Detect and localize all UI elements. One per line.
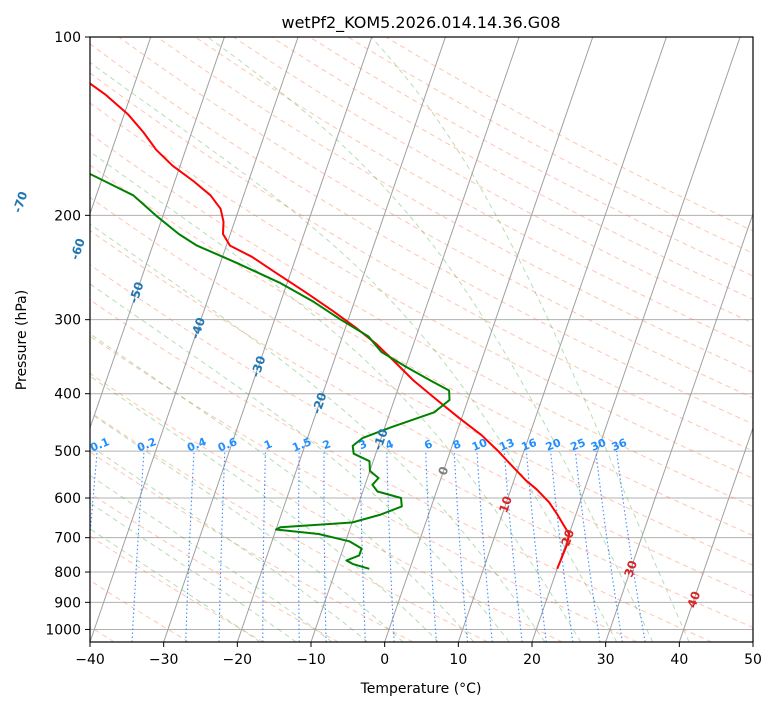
x-axis-label: Temperature (°C) <box>360 681 482 697</box>
y-tick-label: 100 <box>54 30 81 46</box>
isotherm-line <box>90 37 225 430</box>
dry-adiabat-line <box>90 299 712 642</box>
mixing-ratio-label: 1 <box>262 437 274 452</box>
y-tick-label: 600 <box>54 491 81 507</box>
mixing-ratio-label: 10 <box>470 436 489 454</box>
moist-adiabat-line <box>90 528 261 642</box>
mixing-ratio-line <box>90 451 98 542</box>
isotherm-label: 40 <box>685 589 704 609</box>
isotherm-label: -40 <box>188 316 208 341</box>
isotherm-line <box>678 426 753 642</box>
mixing-ratio-label: 36 <box>610 436 629 454</box>
isotherm-line <box>457 37 667 642</box>
isotherm-label: -50 <box>126 280 146 305</box>
x-tick-label: −40 <box>75 652 105 668</box>
isotherm-line <box>163 37 373 642</box>
moist-adiabat-line <box>90 283 510 642</box>
dry-adiabat-line <box>90 102 753 479</box>
isotherm-label: -60 <box>68 237 88 262</box>
dry-adiabat-line <box>90 43 753 425</box>
mixing-ratio-label: 13 <box>497 436 516 454</box>
line-labels: -100-90-80-70-60-50-40-30-20-10010203040… <box>10 190 704 610</box>
y-tick-label: 1000 <box>45 622 81 638</box>
isotherm-label: 20 <box>559 528 578 548</box>
dry-adiabat-line <box>90 229 753 597</box>
mixing-ratio-line <box>503 451 523 642</box>
mixing-ratio-label: 16 <box>520 436 539 454</box>
mixing-ratio-line <box>574 451 601 642</box>
mixing-ratio-line <box>453 451 469 642</box>
x-tick-label: 0 <box>380 652 389 668</box>
y-tick-label: 400 <box>54 387 81 403</box>
moist-adiabat-line <box>90 223 546 642</box>
isotherm-line <box>90 37 299 642</box>
isotherm-label: 30 <box>621 559 640 579</box>
moist-adiabat-line <box>90 375 439 642</box>
mixing-ratio-label: 20 <box>544 436 563 454</box>
dry-adiabat-line <box>156 37 753 373</box>
x-tick-label: −20 <box>223 652 253 668</box>
plot-area <box>90 37 753 642</box>
moist-adiabat-line <box>90 333 475 642</box>
x-tick-label: 30 <box>597 652 615 668</box>
y-tick-label: 500 <box>54 444 81 460</box>
isotherm-line <box>90 37 152 216</box>
y-axis-label: Pressure (hPa) <box>14 290 30 390</box>
dry-adiabat-line <box>90 264 753 629</box>
x-axis: −40 −30 −20 −10 0 10 20 30 40 50 <box>75 642 762 668</box>
y-tick-label: 800 <box>54 565 81 581</box>
x-tick-label: −30 <box>149 652 179 668</box>
y-axis: 1000 900 800 700 600 500 400 300 200 100 <box>45 30 90 638</box>
moist-adiabat-line <box>90 474 333 642</box>
dry-adiabat-line <box>90 535 264 642</box>
x-tick-label: −10 <box>296 652 326 668</box>
isotherm-label: -30 <box>248 354 268 379</box>
y-tick-label: 900 <box>54 595 81 611</box>
moist-adiabat-line <box>207 37 654 642</box>
mixing-ratio-line <box>595 451 623 642</box>
dry-adiabat-line <box>90 133 753 508</box>
mixing-ratio-label: 30 <box>589 436 608 454</box>
mixing-ratio-label: 3 <box>357 437 369 452</box>
x-tick-label: 50 <box>744 652 762 668</box>
moist-adiabat-line <box>90 151 582 642</box>
moist-adiabat-line <box>90 61 618 642</box>
mixing-ratio-line <box>550 451 574 642</box>
chart-title: wetPf2_KOM5.2026.014.14.36.G08 <box>281 13 560 33</box>
isotherm-label: 10 <box>496 494 515 514</box>
moist-adiabat-line <box>90 412 404 642</box>
y-tick-label: 200 <box>54 208 81 224</box>
dry-adiabat-line <box>90 411 488 642</box>
dry-adiabat-line <box>233 37 753 324</box>
isotherm-label: -70 <box>10 190 30 215</box>
mixing-ratio-label: 8 <box>451 437 463 452</box>
dewpoint-line <box>90 172 451 570</box>
plot-frame <box>89 36 754 643</box>
y-tick-label: 300 <box>54 313 81 329</box>
moist-adiabat-line <box>370 37 690 642</box>
x-tick-label: 20 <box>523 652 541 668</box>
mixing-ratio-line <box>476 451 493 642</box>
temperature-line <box>90 82 571 570</box>
y-tick-label: 700 <box>54 531 81 547</box>
mixing-ratio-label: 25 <box>568 436 587 454</box>
isotherm-line <box>384 37 594 642</box>
isotherm-label: -10 <box>370 427 390 452</box>
isotherm-line <box>605 212 753 642</box>
mixing-ratio-line <box>525 451 547 642</box>
isotherm-label: -20 <box>309 391 329 416</box>
isotherm-line <box>236 37 446 642</box>
x-tick-label: 40 <box>670 652 688 668</box>
mixing-ratio-line <box>616 451 646 642</box>
x-tick-label: 10 <box>449 652 467 668</box>
mixing-ratio-label: 2 <box>321 437 333 452</box>
moist-adiabat-line <box>90 502 297 642</box>
dry-adiabat-line <box>90 164 753 537</box>
